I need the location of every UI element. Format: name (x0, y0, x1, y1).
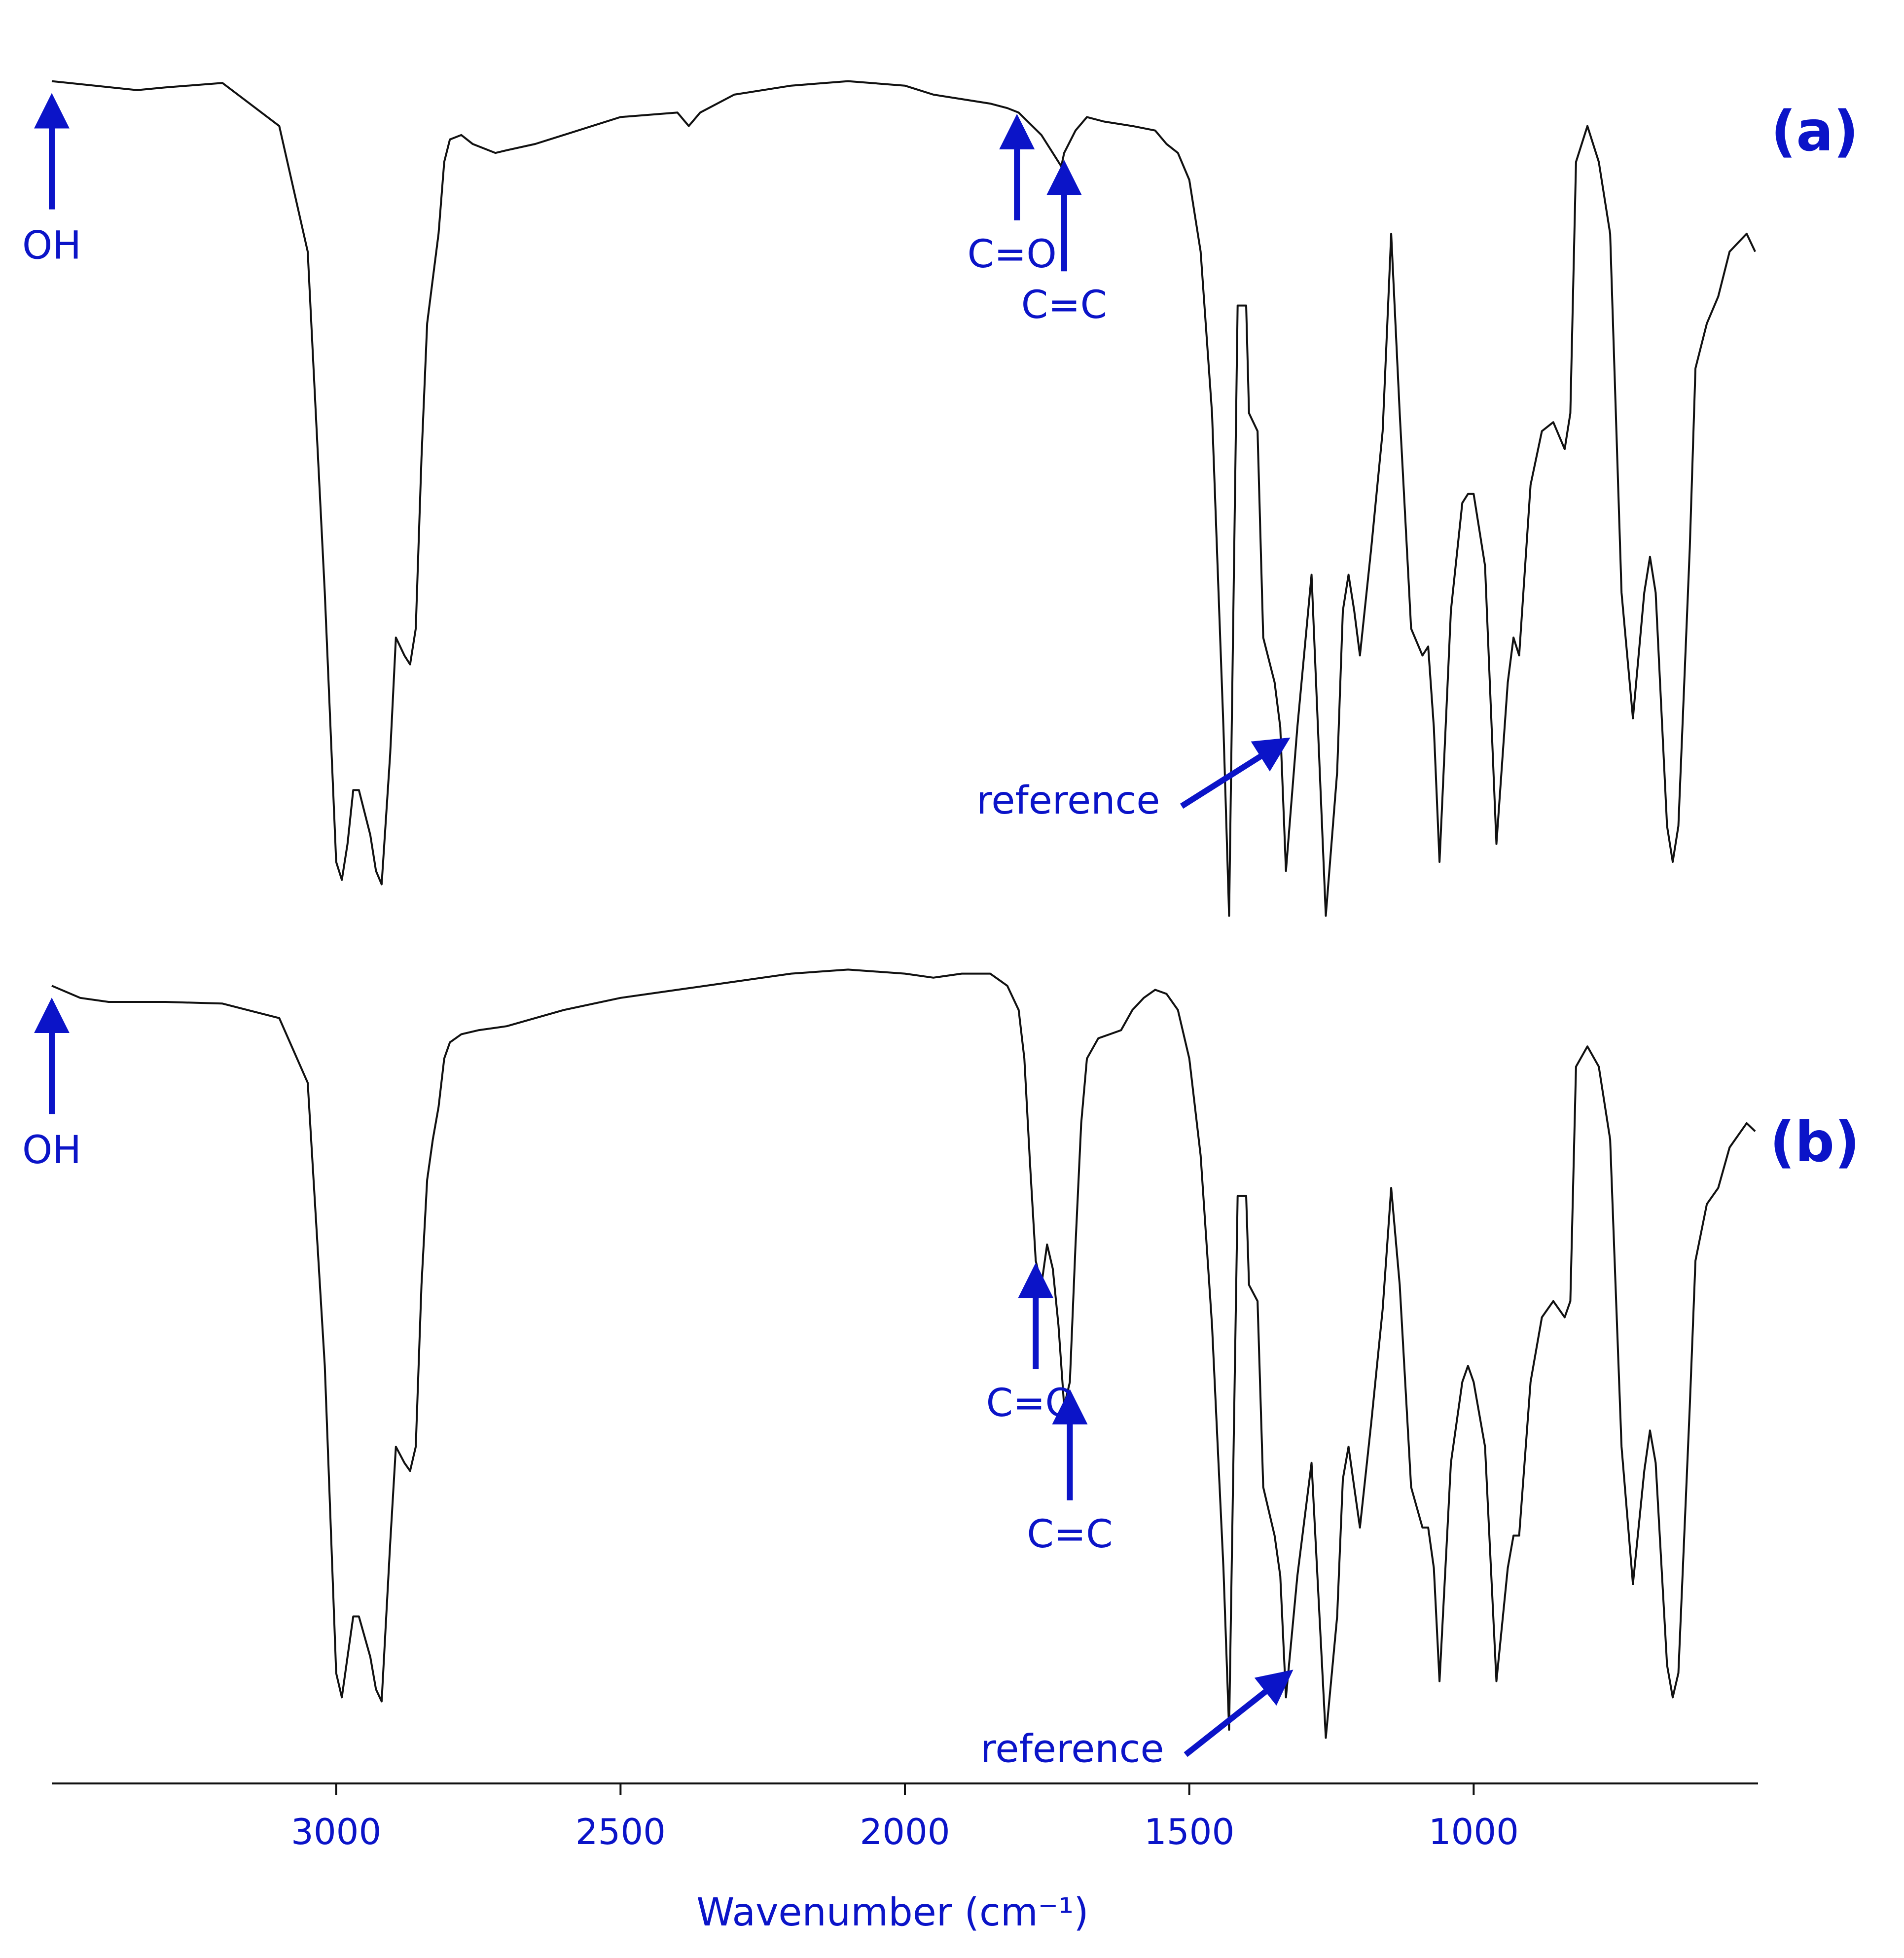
oh-label-0: OH (22, 224, 81, 268)
panel-b: (b) OH C=O C=C reference (22, 968, 1860, 1772)
oh-label-1: OH (22, 1128, 81, 1173)
x-tick-label: 2500 (575, 1811, 666, 1852)
panel-a: (a) OH C=O C=C reference (22, 80, 1859, 917)
reference-label-0: reference (976, 779, 1160, 823)
spectrum-trace-a (51, 80, 1757, 917)
reference-label-1: reference (980, 1727, 1164, 1772)
x-axis: 3000 2500 2000 1500 1000 Wavenumber (cm⁻¹) (52, 1782, 1758, 1935)
x-axis-title: Wavenumber (cm⁻¹) (696, 1890, 1088, 1935)
reference-arrow-0 (1180, 737, 1291, 809)
x-tick-label: 2000 (860, 1811, 950, 1852)
reference-arrow-1 (1184, 1670, 1293, 1757)
x-tick-label: 3000 (291, 1811, 381, 1852)
c-c-label-0: C=C (1021, 283, 1107, 327)
x-tick-label: 1500 (1144, 1811, 1234, 1852)
panel-label-b: (b) (1770, 1110, 1860, 1175)
annotations-b: OH C=O C=C reference (22, 997, 1293, 1772)
c-o-label-1: C=O (986, 1381, 1076, 1425)
c-o-label-0: C=O (968, 232, 1057, 277)
panel-label-a: (a) (1771, 100, 1859, 164)
annotations-a: OH C=O C=C reference (22, 93, 1291, 823)
x-ticks: 3000 2500 2000 1500 1000 (291, 1783, 1519, 1852)
x-tick-label: 1000 (1429, 1811, 1519, 1852)
spectrum-trace-b (51, 968, 1756, 1739)
c-c-label-1: C=C (1027, 1512, 1113, 1557)
